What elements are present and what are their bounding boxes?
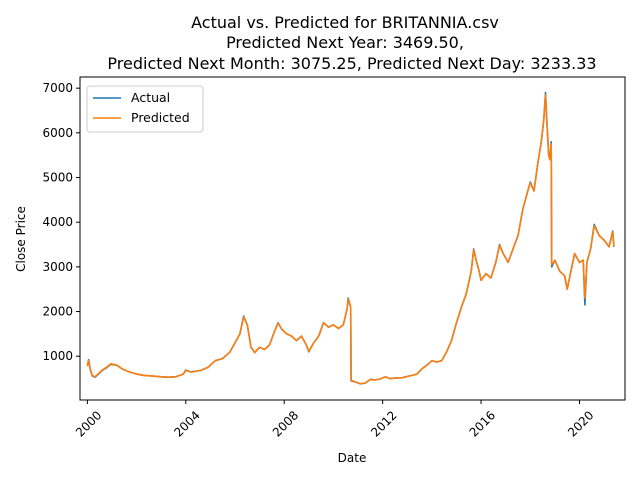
x-tick-label: 2004 xyxy=(171,408,202,439)
x-tick-label: 2020 xyxy=(565,408,596,439)
chart-title: Actual vs. Predicted for BRITANNIA.csv P… xyxy=(107,13,596,73)
y-tick-label: 3000 xyxy=(42,260,73,274)
x-axis-label: Date xyxy=(338,451,367,465)
legend-label-predicted: Predicted xyxy=(131,110,190,125)
title-line-2: Predicted Next Year: 3469.50, xyxy=(226,33,464,52)
legend: Actual Predicted xyxy=(86,85,204,133)
x-tick-label: 2012 xyxy=(368,408,399,439)
title-line-3: Predicted Next Month: 3075.25, Predicted… xyxy=(107,54,596,73)
y-tick-label: 6000 xyxy=(42,126,73,140)
legend-label-actual: Actual xyxy=(131,90,170,105)
y-tick-label: 2000 xyxy=(42,305,73,319)
x-tick-label: 2008 xyxy=(270,408,301,439)
y-tick-label: 7000 xyxy=(42,81,73,95)
x-tick-label: 2000 xyxy=(73,408,104,439)
y-axis-ticks: 1000 2000 3000 4000 5000 6000 7000 xyxy=(42,81,80,363)
series-line-predicted xyxy=(86,94,615,385)
x-axis-ticks: 2000 2004 2008 2012 2016 2020 xyxy=(73,400,597,440)
plot-frame xyxy=(79,76,626,401)
y-tick-label: 4000 xyxy=(42,215,73,229)
series-layer xyxy=(86,91,615,385)
y-axis-label: Close Price xyxy=(14,206,28,272)
x-tick-label: 2016 xyxy=(467,408,498,439)
y-tick-label: 1000 xyxy=(42,349,73,363)
title-line-1: Actual vs. Predicted for BRITANNIA.csv xyxy=(191,13,499,32)
y-tick-label: 5000 xyxy=(42,171,73,185)
